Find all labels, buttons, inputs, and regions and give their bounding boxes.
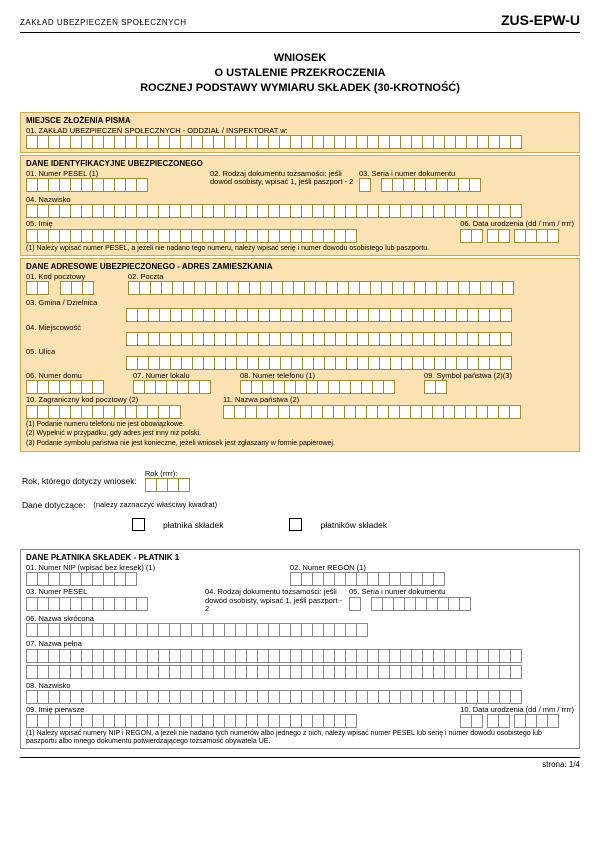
field-label: 06. Numer domu bbox=[26, 372, 104, 380]
footnote: (1) Należy wpisać numery NIP i REGON, a … bbox=[26, 730, 574, 745]
mid-block: Rok, którego dotyczy wniosek: Rok (rrrr)… bbox=[20, 454, 580, 549]
cell-row[interactable] bbox=[26, 597, 201, 611]
checkbox-platnikow[interactable] bbox=[289, 518, 302, 531]
cell-row[interactable] bbox=[133, 380, 211, 394]
footnote: (1) Należy wpisać numer PESEL, a jeżeli … bbox=[26, 245, 574, 253]
field-label: 07. Numer lokalu bbox=[133, 372, 211, 380]
field-label: 01. Numer NIP (wpisać bez kresek) (1) bbox=[26, 564, 286, 572]
cell-row[interactable] bbox=[26, 281, 49, 295]
section-title: DANE PŁATNIKA SKŁADEK - PŁATNIK 1 bbox=[26, 553, 574, 562]
page-header: ZAKŁAD UBEZPIECZEŃ SPOŁECZNYCH ZUS-EPW-U bbox=[20, 12, 580, 33]
cell-row[interactable] bbox=[381, 178, 481, 192]
cell-row[interactable] bbox=[240, 380, 395, 394]
dane-hint: (należy zaznaczyć właściwy kwadrat) bbox=[93, 501, 217, 509]
field-label: 04. Miejscowość bbox=[26, 324, 574, 332]
cell-row[interactable] bbox=[26, 649, 574, 663]
cell-row[interactable] bbox=[26, 135, 574, 149]
section-title: DANE ADRESOWE UBEZPIECZONEGO - ADRES ZAM… bbox=[26, 262, 574, 271]
title-line-3: ROCZNEJ PODSTAWY WYMIARU SKŁADEK (30-KRO… bbox=[20, 81, 580, 96]
field-label: 01. ZAKŁAD UBEZPIECZEŃ SPOŁECZNYCH - ODD… bbox=[26, 127, 574, 135]
field-label: 05. Seria i numer dokumentu bbox=[349, 588, 574, 596]
opt-label: płatnika składek bbox=[163, 520, 223, 530]
cell-row[interactable] bbox=[26, 204, 574, 218]
checkbox-platnika[interactable] bbox=[132, 518, 145, 531]
opt-label: płatników składek bbox=[320, 520, 387, 530]
field-label: 09. Imię pierwsze bbox=[26, 706, 456, 714]
section-platnik: DANE PŁATNIKA SKŁADEK - PŁATNIK 1 01. Nu… bbox=[20, 549, 580, 749]
field-label: 06. Nazwa skrócona bbox=[26, 615, 574, 623]
field-label: 10. Data urodzenia (dd / mm / rrrr) bbox=[460, 706, 574, 714]
field-label: 11. Nazwa państwa (2) bbox=[223, 396, 574, 404]
field-label: 02. Poczta bbox=[128, 273, 574, 281]
field-label: 03. Gmina / Dzielnica bbox=[26, 299, 574, 307]
cell-row[interactable] bbox=[26, 665, 574, 679]
page-footer: strona: 1/4 bbox=[20, 757, 580, 769]
date-cells[interactable] bbox=[460, 714, 574, 728]
cell-row[interactable] bbox=[349, 597, 361, 611]
field-label: 08. Nazwisko bbox=[26, 682, 574, 690]
date-cells[interactable] bbox=[460, 229, 574, 243]
cell-row[interactable] bbox=[26, 714, 456, 728]
cell-row[interactable] bbox=[26, 229, 456, 243]
field-label: 07. Nazwa pełna bbox=[26, 640, 574, 648]
field-label: 05. Ulica bbox=[26, 348, 574, 356]
field-label: 03. Numer PESEL bbox=[26, 588, 201, 596]
cell-row[interactable] bbox=[26, 572, 286, 586]
field-label: 03. Seria i numer dokumentu bbox=[359, 170, 574, 178]
field-label: 02. Numer REGON (1) bbox=[290, 564, 445, 572]
cell-row[interactable] bbox=[126, 356, 512, 370]
field-label: 10. Zagraniczny kod pocztowy (2) bbox=[26, 396, 181, 404]
cell-row[interactable] bbox=[223, 405, 574, 419]
field-label: 02. Rodzaj dokumentu tożsamości: jeśli d… bbox=[210, 170, 355, 187]
cell-row[interactable] bbox=[26, 405, 181, 419]
rok-label: Rok, którego dotyczy wniosek: bbox=[22, 476, 137, 486]
section-identyfikacja: DANE IDENTYFIKACYJNE UBEZPIECZONEGO 01. … bbox=[20, 155, 580, 256]
cell-row[interactable] bbox=[145, 478, 190, 492]
cell-row[interactable] bbox=[126, 332, 512, 346]
section-miejsce: MIEJSCE ZŁOŻENIA PISMA 01. ZAKŁAD UBEZPI… bbox=[20, 112, 580, 153]
field-label: 01. Numer PESEL (1) bbox=[26, 170, 206, 178]
footnote: (2) Wypełnić w przypadku, gdy adres jest… bbox=[26, 430, 574, 438]
field-label: 09. Symbol państwa (2)(3) bbox=[424, 372, 512, 380]
title-block: WNIOSEK O USTALENIE PRZEKROCZENIA ROCZNE… bbox=[20, 51, 580, 96]
section-adres: DANE ADRESOWE UBEZPIECZONEGO - ADRES ZAM… bbox=[20, 258, 580, 452]
field-label: 04. Nazwisko bbox=[26, 196, 574, 204]
footnote: (1) Podanie numeru telefonu nie jest obo… bbox=[26, 421, 574, 429]
cell-row[interactable] bbox=[60, 281, 94, 295]
cell-row[interactable] bbox=[424, 380, 512, 394]
cell-row[interactable] bbox=[26, 380, 104, 394]
dane-label: Dane dotyczące: bbox=[22, 500, 85, 510]
page-number: strona: 1/4 bbox=[542, 760, 580, 769]
cell-row[interactable] bbox=[371, 597, 471, 611]
cell-row[interactable] bbox=[290, 572, 445, 586]
form-code: ZUS-EPW-U bbox=[501, 12, 580, 28]
cell-row[interactable] bbox=[359, 178, 371, 192]
org-name: ZAKŁAD UBEZPIECZEŃ SPOŁECZNYCH bbox=[20, 18, 187, 27]
cell-row[interactable] bbox=[128, 281, 574, 295]
cell-row[interactable] bbox=[26, 690, 574, 704]
field-label: 08. Numer telefonu (1) bbox=[240, 372, 395, 380]
footnote: (3) Podanie symbolu państwa nie jest kon… bbox=[26, 440, 574, 448]
cell-row[interactable] bbox=[26, 623, 574, 637]
section-title: DANE IDENTYFIKACYJNE UBEZPIECZONEGO bbox=[26, 159, 574, 168]
field-label: 04. Rodzaj dokumentu tożsamości: jeśli d… bbox=[205, 588, 345, 613]
field-label: 05. Imię bbox=[26, 220, 456, 228]
field-label: 06. Data urodzenia (dd / mm / rrrr) bbox=[460, 220, 574, 228]
rok-hint: Rok (rrrr): bbox=[145, 470, 190, 478]
cell-row[interactable] bbox=[126, 308, 512, 322]
title-line-2: O USTALENIE PRZEKROCZENIA bbox=[20, 66, 580, 81]
field-label: 01. Kod pocztowy bbox=[26, 273, 94, 281]
title-line-1: WNIOSEK bbox=[20, 51, 580, 66]
cell-row[interactable] bbox=[26, 178, 206, 192]
section-title: MIEJSCE ZŁOŻENIA PISMA bbox=[26, 116, 574, 125]
